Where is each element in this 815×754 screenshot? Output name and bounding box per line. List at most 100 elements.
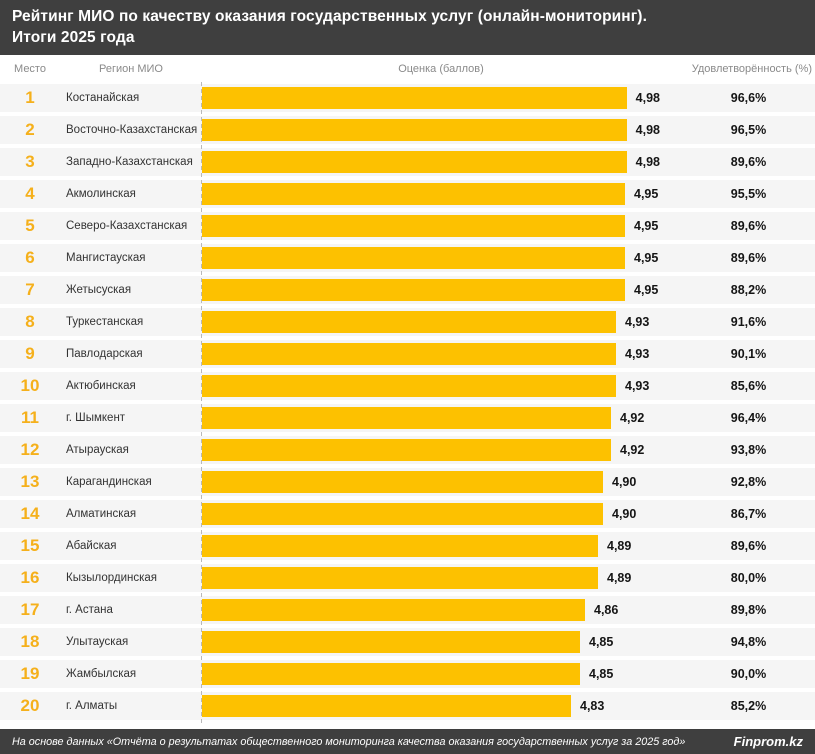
score-bar bbox=[202, 87, 627, 109]
region-label: Костанайская bbox=[66, 92, 140, 104]
score-value: 4,90 bbox=[612, 507, 637, 521]
score-value: 4,92 bbox=[620, 411, 645, 425]
column-header-rank: Место bbox=[14, 62, 46, 75]
score-value: 4,86 bbox=[594, 603, 619, 617]
satisfaction-value: 92,8% bbox=[730, 475, 767, 489]
rank-number: 14 bbox=[20, 504, 40, 523]
satisfaction-value: 90,1% bbox=[730, 347, 767, 361]
score-bar-cell: 4,85 bbox=[202, 663, 660, 685]
table-row: 10 Актюбинская 4,93 85,6% bbox=[0, 372, 815, 400]
ranking-rows-area: 1 Костанайская 4,98 96,6% 2 Восточно-Каз… bbox=[0, 82, 815, 729]
region-label: Абайская bbox=[66, 540, 117, 552]
score-bar bbox=[202, 215, 625, 237]
table-row: 12 Атырауская 4,92 93,8% bbox=[0, 436, 815, 464]
score-value: 4,93 bbox=[625, 315, 650, 329]
brand-logo: Finprom.kz bbox=[733, 734, 803, 749]
table-row: 5 Северо-Казахстанская 4,95 89,6% bbox=[0, 212, 815, 240]
score-value: 4,93 bbox=[625, 379, 650, 393]
rank-number: 6 bbox=[25, 248, 35, 267]
region-label: г. Алматы bbox=[66, 700, 118, 712]
score-value: 4,90 bbox=[612, 475, 637, 489]
rank-number: 4 bbox=[25, 184, 35, 203]
score-bar bbox=[202, 343, 616, 365]
satisfaction-value: 96,4% bbox=[730, 411, 767, 425]
score-value: 4,92 bbox=[620, 443, 645, 457]
satisfaction-value: 85,2% bbox=[730, 699, 767, 713]
chart-title-line-1: Рейтинг МИО по качеству оказания государ… bbox=[12, 8, 647, 25]
satisfaction-value: 89,6% bbox=[730, 155, 767, 169]
score-value: 4,98 bbox=[635, 91, 660, 105]
score-bar-cell: 4,83 bbox=[202, 695, 660, 717]
table-row: 15 Абайская 4,89 89,6% bbox=[0, 532, 815, 560]
satisfaction-value: 96,6% bbox=[730, 91, 767, 105]
score-bar bbox=[202, 695, 571, 717]
region-label: Акмолинская bbox=[66, 188, 136, 200]
region-label: Восточно-Казахстанская bbox=[66, 124, 198, 136]
table-row: 3 Западно-Казахстанская 4,98 89,6% bbox=[0, 148, 815, 176]
score-bar-cell: 4,95 bbox=[202, 215, 660, 237]
table-row: 19 Жамбылская 4,85 90,0% bbox=[0, 660, 815, 688]
score-value: 4,89 bbox=[607, 571, 632, 585]
score-bar-cell: 4,95 bbox=[202, 183, 660, 205]
table-row: 7 Жетысуская 4,95 88,2% bbox=[0, 276, 815, 304]
score-value: 4,98 bbox=[635, 155, 660, 169]
table-row: 17 г. Астана 4,86 89,8% bbox=[0, 596, 815, 624]
table-row: 14 Алматинская 4,90 86,7% bbox=[0, 500, 815, 528]
column-header-score: Оценка (баллов) bbox=[398, 62, 484, 75]
satisfaction-value: 95,5% bbox=[730, 187, 767, 201]
score-value: 4,95 bbox=[634, 251, 659, 265]
score-value: 4,93 bbox=[625, 347, 650, 361]
column-header-satisfaction: Удовлетворённость (%) bbox=[691, 62, 812, 75]
rank-number: 18 bbox=[20, 632, 40, 651]
score-bar-cell: 4,98 bbox=[202, 151, 660, 173]
region-label: Улытауская bbox=[66, 636, 129, 648]
region-label: Актюбинская bbox=[66, 380, 136, 392]
score-bar bbox=[202, 119, 627, 141]
score-bar-cell: 4,90 bbox=[202, 503, 660, 525]
score-bar-cell: 4,95 bbox=[202, 247, 660, 269]
table-row: 20 г. Алматы 4,83 85,2% bbox=[0, 692, 815, 720]
rank-number: 11 bbox=[21, 408, 39, 427]
satisfaction-value: 85,6% bbox=[730, 379, 767, 393]
table-row: 2 Восточно-Казахстанская 4,98 96,5% bbox=[0, 116, 815, 144]
rank-number: 20 bbox=[20, 696, 40, 715]
satisfaction-value: 94,8% bbox=[730, 635, 767, 649]
table-row: 16 Кызылординская 4,89 80,0% bbox=[0, 564, 815, 592]
rank-number: 16 bbox=[20, 568, 40, 587]
rank-number: 8 bbox=[25, 312, 35, 331]
table-row: 13 Карагандинская 4,90 92,8% bbox=[0, 468, 815, 496]
rank-number: 3 bbox=[25, 152, 35, 171]
region-label: г. Шымкент bbox=[66, 412, 126, 424]
region-label: Атырауская bbox=[66, 444, 129, 456]
column-header-row: Место Регион МИО Оценка (баллов) Удовлет… bbox=[0, 55, 815, 82]
region-label: Жетысуская bbox=[66, 284, 132, 296]
title-bar: Рейтинг МИО по качеству оказания государ… bbox=[0, 0, 815, 55]
score-value: 4,95 bbox=[634, 219, 659, 233]
rank-number: 1 bbox=[25, 88, 35, 107]
score-bar-cell: 4,92 bbox=[202, 407, 660, 429]
rank-number: 17 bbox=[20, 600, 40, 619]
footer-bar: На основе данных «Отчёта о результатах о… bbox=[0, 729, 815, 754]
score-value: 4,95 bbox=[634, 283, 659, 297]
table-row: 9 Павлодарская 4,93 90,1% bbox=[0, 340, 815, 368]
score-bar-cell: 4,92 bbox=[202, 439, 660, 461]
score-bar bbox=[202, 279, 625, 301]
score-bar-cell: 4,89 bbox=[202, 535, 660, 557]
region-label: Туркестанская bbox=[66, 316, 144, 328]
score-bar-cell: 4,93 bbox=[202, 311, 660, 333]
axis-baseline-dashed-line bbox=[201, 82, 202, 725]
rank-number: 7 bbox=[25, 280, 35, 299]
satisfaction-value: 90,0% bbox=[730, 667, 767, 681]
satisfaction-value: 93,8% bbox=[730, 443, 767, 457]
chart-title-line-2: Итоги 2025 года bbox=[12, 29, 135, 46]
score-value: 4,95 bbox=[634, 187, 659, 201]
score-bar-cell: 4,93 bbox=[202, 375, 660, 397]
table-row: 1 Костанайская 4,98 96,6% bbox=[0, 84, 815, 112]
score-bar bbox=[202, 183, 625, 205]
region-label: Павлодарская bbox=[66, 348, 143, 360]
score-bar bbox=[202, 631, 580, 653]
score-bar-cell: 4,98 bbox=[202, 87, 660, 109]
satisfaction-value: 89,6% bbox=[730, 539, 767, 553]
score-bar bbox=[202, 407, 611, 429]
